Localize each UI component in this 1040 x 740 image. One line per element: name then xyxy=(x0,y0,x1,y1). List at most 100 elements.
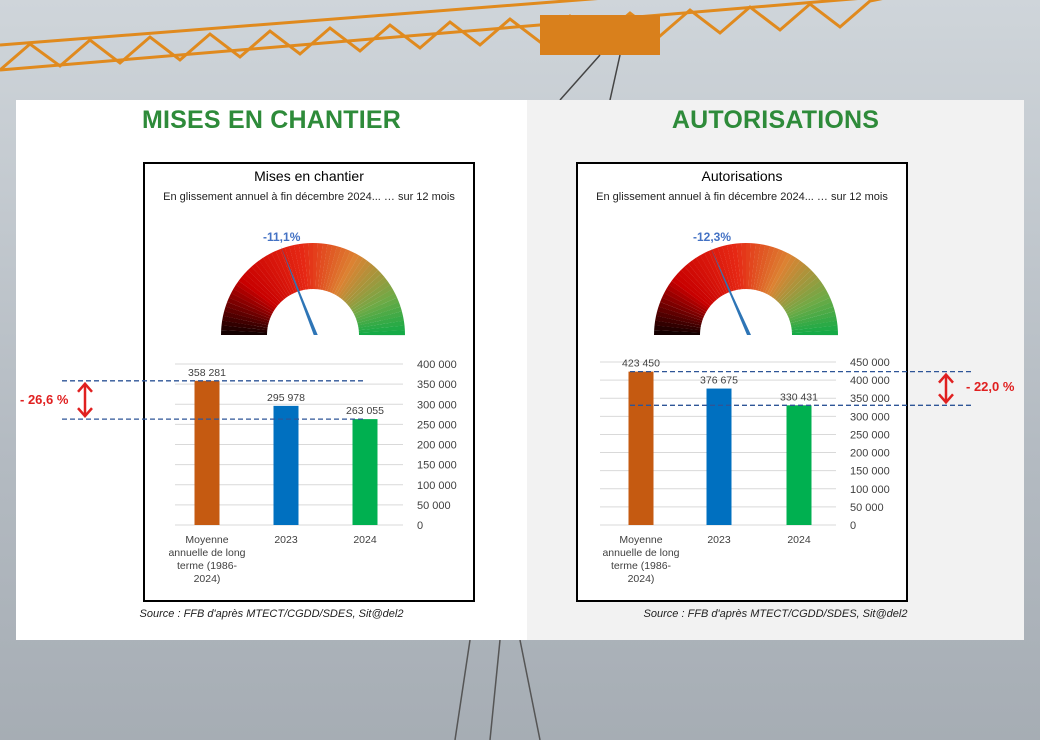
gauge-segment xyxy=(224,306,270,324)
gauge-segment xyxy=(315,243,323,290)
x-category-label: 2024) xyxy=(628,573,655,585)
gauge-segment xyxy=(680,266,716,303)
x-category-label: terme (1986- xyxy=(177,560,238,572)
source-note: Source : FFB d'après MTECT/CGDD/SDES, Si… xyxy=(643,608,908,620)
gauge-segment xyxy=(657,306,703,324)
gauge-segment xyxy=(238,277,278,308)
panel-heading: AUTORISATIONS xyxy=(671,106,880,134)
gauge-segment xyxy=(755,245,770,291)
x-category-label: 2023 xyxy=(707,534,731,546)
gauge-segment xyxy=(221,330,268,335)
y-tick-label: 250 000 xyxy=(850,429,890,441)
bar xyxy=(194,380,220,525)
gauge-segment xyxy=(355,302,401,321)
y-tick-label: 400 000 xyxy=(850,375,890,387)
gauge-segment xyxy=(666,284,708,312)
gauge-segment xyxy=(358,330,405,336)
x-category-label: terme (1986- xyxy=(611,560,672,572)
bar xyxy=(706,388,732,525)
x-category-label: Moyenne xyxy=(619,534,662,546)
gauge-segment xyxy=(356,306,402,324)
gauge-segment xyxy=(684,263,718,301)
gauge-segment xyxy=(774,263,808,301)
gauge-segment xyxy=(791,330,838,336)
gauge-segment xyxy=(757,246,775,292)
gauge-segment xyxy=(791,320,838,331)
bar-value-label: 330 431 xyxy=(780,391,818,403)
gauge-segment xyxy=(271,250,295,295)
chart-box: Mises en chantier En glissement annuel à… xyxy=(143,162,475,602)
gauge-segment xyxy=(658,301,704,321)
crane-jib xyxy=(0,0,883,72)
gauge-segment xyxy=(333,253,360,296)
gauge-segment xyxy=(347,273,385,307)
gauge-segment xyxy=(722,244,737,291)
gauge-segment xyxy=(313,243,318,290)
gauge-segment xyxy=(790,315,837,328)
gauge-segment xyxy=(222,315,269,328)
x-category-label: 2024 xyxy=(787,534,811,546)
gauge-segment xyxy=(298,243,309,290)
gauge-segment xyxy=(753,244,766,291)
gauge-segment xyxy=(262,255,291,297)
gauge-segment xyxy=(322,245,337,291)
gauge-segment xyxy=(671,277,711,308)
gauge-segment xyxy=(275,249,297,293)
bar-value-label: 423 450 xyxy=(622,358,660,370)
y-tick-label: 150 000 xyxy=(850,466,890,478)
gauge-segment xyxy=(221,325,268,333)
gauge-segment xyxy=(760,247,780,293)
gauge-segment xyxy=(329,249,351,293)
gauge-segment xyxy=(783,280,824,310)
chart-title: Autorisations xyxy=(701,168,783,184)
chart-box: Autorisations En glissement annuel à fin… xyxy=(576,162,908,602)
x-category-label: 2023 xyxy=(274,534,298,546)
chart-subtitle: En glissement annuel à fin décembre 2024… xyxy=(596,191,888,203)
crane-trolley xyxy=(540,15,660,55)
chart-subtitle: En glissement annuel à fin décembre 2024… xyxy=(163,191,455,203)
gauge-segment xyxy=(750,243,761,290)
gauge-segment xyxy=(343,266,379,303)
gauge-segment xyxy=(350,280,391,310)
gauge-segment xyxy=(293,244,306,291)
bar xyxy=(352,419,378,525)
y-tick-label: 150 000 xyxy=(417,460,457,472)
gauge-segment xyxy=(769,255,797,297)
bar-value-label: 376 675 xyxy=(700,375,738,387)
gauge-segment xyxy=(351,284,393,313)
gauge-segment xyxy=(225,301,271,321)
gauge-segment xyxy=(788,297,832,319)
gauge-segment xyxy=(655,315,702,328)
gauge-segment xyxy=(695,255,724,297)
bar xyxy=(628,371,654,525)
x-category-label: 2024 xyxy=(353,534,377,546)
x-category-label: annuelle de long xyxy=(168,547,245,559)
gauge-segment xyxy=(320,244,333,291)
gauge-segment xyxy=(776,266,812,303)
gauge-segment xyxy=(691,257,721,298)
y-tick-label: 350 000 xyxy=(850,393,890,405)
gauge-segment xyxy=(231,288,274,315)
gauge-segment xyxy=(317,243,328,290)
bar xyxy=(786,405,812,525)
gauge-needle xyxy=(709,246,752,335)
gauge-segment xyxy=(661,293,706,317)
gauge-segment xyxy=(668,280,709,310)
gauge-segment xyxy=(762,249,784,293)
y-tick-label: 300 000 xyxy=(850,411,890,423)
gauge-segment xyxy=(355,297,399,319)
gauge-segment xyxy=(748,243,756,290)
gauge-value-label: -12,3% xyxy=(693,230,731,244)
gauge-segment xyxy=(660,297,704,319)
gauge-segment xyxy=(731,243,742,290)
gauge-segment xyxy=(713,247,732,293)
gauge-segment xyxy=(688,260,720,300)
gauge-segment xyxy=(766,253,793,296)
gauge-segment xyxy=(771,257,801,298)
gauge-segment xyxy=(284,246,302,292)
gauge-segment xyxy=(656,311,702,326)
diff-label-right: - 22,0 % xyxy=(966,379,1015,394)
gauge-segment xyxy=(233,284,275,312)
gauge-segment xyxy=(700,252,726,296)
source-note: Source : FFB d'après MTECT/CGDD/SDES, Si… xyxy=(139,608,404,620)
